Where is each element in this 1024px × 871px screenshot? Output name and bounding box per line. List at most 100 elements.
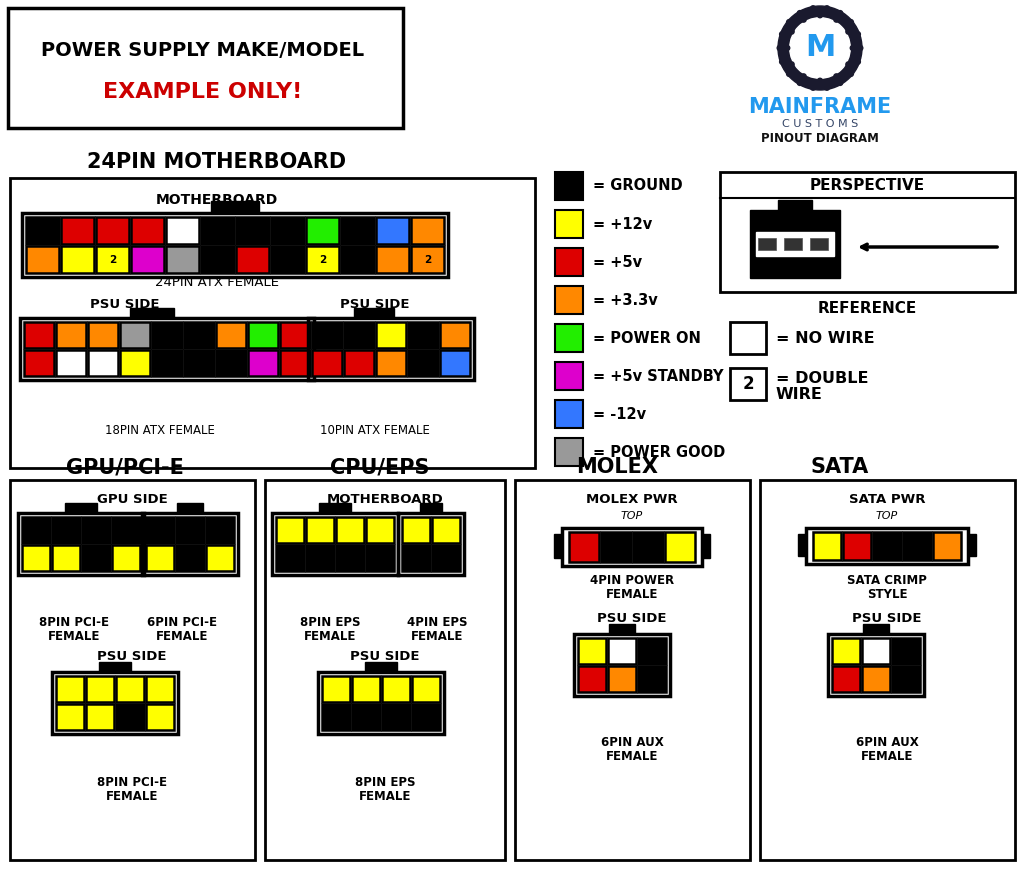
Bar — [206, 545, 234, 571]
Circle shape — [836, 13, 841, 18]
Bar — [569, 532, 599, 562]
Text: 10PIN ATX FEMALE: 10PIN ATX FEMALE — [321, 423, 430, 436]
Bar — [61, 246, 94, 273]
Bar — [24, 350, 54, 376]
Text: 2: 2 — [109, 254, 116, 265]
Bar — [702, 534, 710, 558]
Bar — [184, 350, 214, 376]
Circle shape — [855, 59, 860, 64]
Bar — [211, 201, 259, 213]
Bar — [312, 322, 342, 348]
Bar — [398, 513, 464, 575]
Text: CPU/EPS: CPU/EPS — [331, 457, 430, 477]
Bar — [96, 217, 129, 244]
Text: = +3.3v: = +3.3v — [593, 293, 657, 307]
Bar — [555, 362, 583, 390]
Bar — [206, 517, 234, 543]
Bar — [306, 217, 339, 244]
Circle shape — [849, 71, 853, 77]
Bar — [756, 232, 834, 256]
Bar — [146, 545, 174, 571]
Bar — [88, 322, 118, 348]
Bar — [61, 217, 94, 244]
Text: PSU SIDE: PSU SIDE — [852, 611, 922, 625]
Text: FEMALE: FEMALE — [358, 789, 412, 802]
Bar — [420, 503, 442, 513]
Circle shape — [834, 17, 839, 22]
Text: 2: 2 — [424, 254, 431, 265]
Bar — [166, 246, 199, 273]
Text: FEMALE: FEMALE — [606, 588, 658, 600]
Bar — [22, 517, 50, 543]
Bar — [236, 217, 269, 244]
Bar — [440, 322, 470, 348]
Bar — [22, 545, 50, 571]
Circle shape — [786, 19, 792, 24]
Circle shape — [824, 6, 829, 10]
Bar — [248, 350, 278, 376]
Bar — [411, 217, 444, 244]
Bar — [112, 545, 140, 571]
Text: = +12v: = +12v — [593, 217, 652, 232]
Bar — [336, 517, 364, 543]
Bar — [336, 545, 364, 571]
Circle shape — [779, 31, 784, 37]
Text: PSU SIDE: PSU SIDE — [90, 298, 160, 310]
Bar — [376, 322, 406, 348]
Bar — [831, 638, 860, 664]
Text: 24PIN ATX FEMALE: 24PIN ATX FEMALE — [155, 275, 279, 288]
Text: GPU/PCI-E: GPU/PCI-E — [67, 457, 184, 477]
Bar — [82, 545, 110, 571]
Bar — [271, 246, 304, 273]
Circle shape — [852, 58, 857, 63]
Circle shape — [811, 82, 816, 87]
Bar — [130, 308, 174, 318]
Bar — [402, 517, 430, 543]
Circle shape — [855, 31, 860, 37]
Bar — [280, 322, 310, 348]
Text: 2: 2 — [742, 375, 754, 393]
Circle shape — [854, 45, 859, 51]
Bar — [10, 480, 255, 860]
Circle shape — [790, 29, 795, 34]
Text: EXAMPLE ONLY!: EXAMPLE ONLY! — [103, 82, 303, 102]
Text: = DOUBLE: = DOUBLE — [776, 370, 868, 386]
Text: 4PIN POWER: 4PIN POWER — [590, 573, 674, 586]
Bar — [555, 286, 583, 314]
Text: PSU SIDE: PSU SIDE — [97, 650, 167, 663]
Bar — [308, 318, 474, 380]
Bar — [184, 322, 214, 348]
Text: POWER SUPPLY MAKE/MODEL: POWER SUPPLY MAKE/MODEL — [41, 40, 365, 59]
Bar — [608, 666, 636, 692]
Bar — [376, 217, 409, 244]
Text: FEMALE: FEMALE — [156, 630, 208, 643]
Text: 6PIN PCI-E: 6PIN PCI-E — [147, 616, 217, 629]
Text: SATA: SATA — [811, 457, 869, 477]
Bar — [555, 248, 583, 276]
Circle shape — [811, 6, 815, 10]
Bar — [26, 246, 59, 273]
Bar — [601, 532, 631, 562]
Text: 4PIN EPS: 4PIN EPS — [407, 616, 467, 629]
Bar — [322, 704, 350, 730]
Circle shape — [858, 45, 863, 51]
Bar — [86, 676, 114, 702]
Bar — [352, 704, 380, 730]
Bar — [831, 666, 860, 692]
Bar — [216, 322, 246, 348]
Circle shape — [849, 19, 853, 24]
Bar — [116, 704, 144, 730]
Circle shape — [790, 17, 850, 78]
Bar — [862, 666, 890, 692]
Bar — [578, 666, 606, 692]
Text: 6PIN AUX: 6PIN AUX — [601, 735, 664, 748]
Bar — [382, 676, 410, 702]
Bar — [201, 246, 234, 273]
Bar — [265, 480, 505, 860]
Circle shape — [838, 80, 843, 85]
Text: 18PIN ATX FEMALE: 18PIN ATX FEMALE — [105, 423, 215, 436]
Bar — [82, 517, 110, 543]
Bar — [166, 217, 199, 244]
Bar — [562, 528, 702, 566]
Bar — [344, 350, 374, 376]
